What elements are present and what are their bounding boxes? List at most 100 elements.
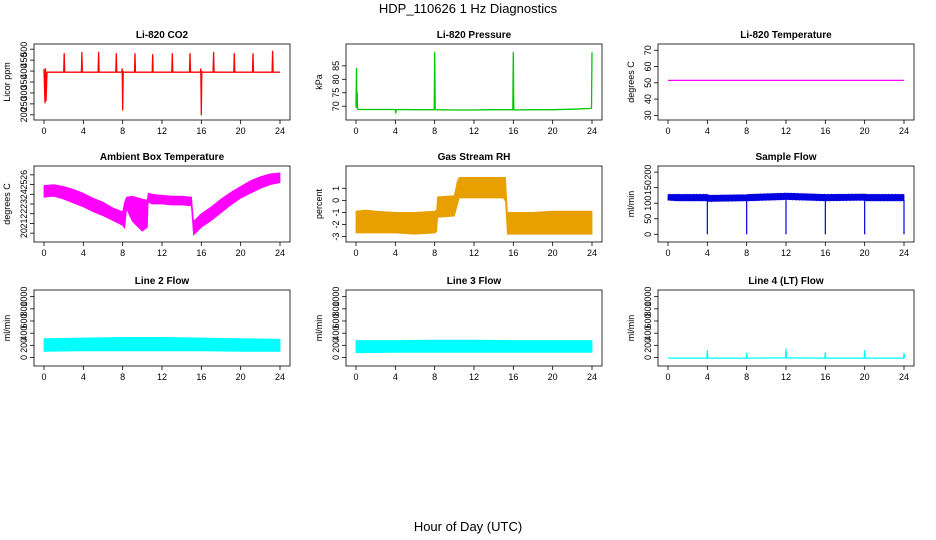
y-tick-label: 0 [331,198,341,203]
x-tick-label: 24 [899,248,909,258]
y-tick-label: 1 [331,186,341,191]
panel-title: Li-820 CO2 [136,30,189,41]
y-tick-label: 70 [643,45,653,55]
y-tick-label: 200 [19,338,29,353]
x-tick-label: 24 [275,248,285,258]
chart-panel: Line 2 Flow ml/min 0 4 8 12 16 20 24 0 20040060080… [2,276,291,382]
x-tick-label: 0 [353,248,358,258]
series-noise [43,337,281,352]
y-tick-label: 75 [331,88,341,98]
plot-frame [345,43,603,121]
x-tick-label: 12 [157,126,167,136]
x-tick-label: 0 [665,126,670,136]
y-tick-label: 0 [19,355,29,360]
y-tick-label: 40 [643,94,653,104]
y-tick-label: 21 [19,218,29,228]
y-tick-label: 70 [331,101,341,111]
y-tick-label: 500 [19,42,29,57]
chart-panel: Line 3 Flow ml/min 0 4 8 12 16 20 24 0 20040060080… [314,276,603,382]
plot-frame [33,289,291,367]
x-tick-label: 20 [236,372,246,382]
chart-panel: Ambient Box Temperature degrees C 0 4 8 12 16 2… [2,152,291,258]
y-axis-label: percent [314,188,324,219]
x-tick-label: 16 [196,372,206,382]
x-tick-label: 16 [196,126,206,136]
y-axis-label: ml/min [2,315,12,342]
x-tick-label: 8 [744,126,749,136]
x-tick-label: 0 [41,126,46,136]
x-tick-label: 20 [236,248,246,258]
chart-panel: Li-820 CO2 Licor ppm 0 4 8 12 16 20 24 2002503003… [2,30,291,136]
x-tick-label: 8 [432,126,437,136]
x-tick-label: 8 [120,248,125,258]
plot-frame [33,43,291,121]
panel-title: Line 2 Flow [135,276,190,287]
y-tick-label: 600 [331,313,341,328]
y-tick-label: 150 [643,180,653,195]
y-axis-label: degrees C [626,61,636,103]
y-tick-label: 800 [331,301,341,316]
y-tick-label: 50 [643,78,653,88]
y-tick-label: 400 [643,326,653,341]
series-band [355,177,593,235]
x-tick-label: 20 [860,248,870,258]
x-tick-label: 0 [41,248,46,258]
y-tick-label: 23 [19,199,29,209]
x-tick-label: 12 [781,248,791,258]
y-tick-label: 450 [19,53,29,68]
y-tick-label: -2 [331,221,341,229]
x-tick-label: 8 [744,372,749,382]
x-tick-label: 12 [157,248,167,258]
y-axis-label: degrees C [2,183,12,225]
x-tick-label: 0 [353,126,358,136]
x-tick-label: 12 [469,372,479,382]
plot-frame [657,43,915,121]
x-tick-label: 24 [899,126,909,136]
y-tick-label: 200 [19,107,29,122]
x-tick-label: 24 [275,126,285,136]
y-tick-label: 1000 [19,287,29,307]
y-tick-label: 250 [19,96,29,111]
x-tick-label: 8 [432,372,437,382]
panel-title: Li-820 Pressure [437,30,512,41]
x-tick-label: 4 [705,372,710,382]
x-tick-label: 16 [196,248,206,258]
x-tick-label: 20 [548,126,558,136]
y-tick-label: -1 [331,208,341,216]
x-tick-label: 8 [120,372,125,382]
x-tick-label: 4 [393,126,398,136]
x-tick-label: 8 [744,248,749,258]
y-tick-label: 100 [643,196,653,211]
y-tick-label: 350 [19,74,29,89]
x-tick-label: 12 [781,372,791,382]
y-tick-label: -3 [331,233,341,241]
x-tick-label: 16 [820,372,830,382]
figure-x-axis-label: Hour of Day (UTC) [414,519,522,534]
x-tick-label: 20 [548,372,558,382]
x-tick-label: 24 [587,248,597,258]
x-tick-label: 24 [587,126,597,136]
x-tick-label: 4 [393,248,398,258]
x-tick-label: 4 [81,126,86,136]
y-tick-label: 200 [643,165,653,180]
y-tick-label: 600 [19,313,29,328]
y-tick-label: 1000 [643,287,653,307]
y-tick-label: 26 [19,170,29,180]
y-axis-label: Licor ppm [2,62,12,102]
series-noise [355,340,593,353]
x-tick-label: 16 [820,126,830,136]
y-tick-label: 800 [643,301,653,316]
y-axis-label: ml/min [626,315,636,342]
series-noise [355,177,593,235]
chart-panel: Gas Stream RH percent 0 4 8 12 16 20 24 -3 -2 -1 0 1 [314,152,603,258]
y-tick-label: 0 [331,355,341,360]
x-tick-label: 0 [41,372,46,382]
panel-title: Line 3 Flow [447,276,502,287]
panel-title: Gas Stream RH [438,152,511,163]
x-tick-label: 20 [860,126,870,136]
y-tick-label: 400 [331,326,341,341]
series-noise [667,191,905,203]
x-tick-label: 16 [820,248,830,258]
